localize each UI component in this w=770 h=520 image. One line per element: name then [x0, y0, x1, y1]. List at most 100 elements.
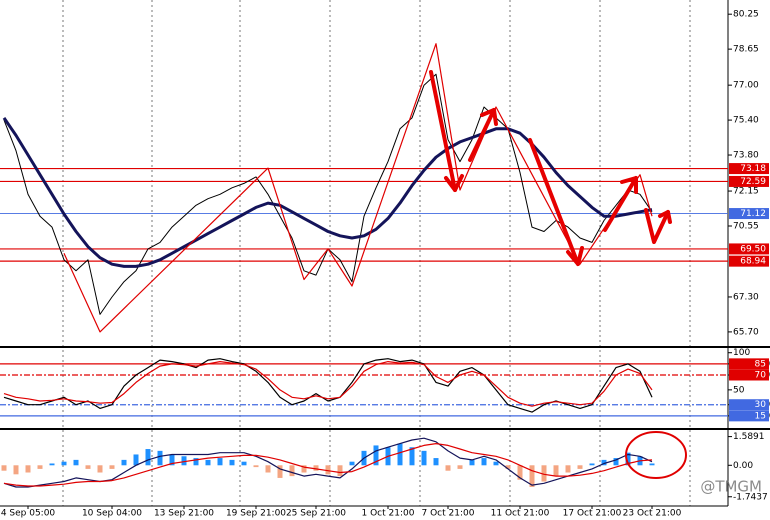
- histogram-bar: [253, 465, 259, 468]
- level-label-box: [729, 175, 769, 187]
- histogram-bar: [241, 461, 247, 466]
- y-tick-label: 77.00: [733, 81, 759, 91]
- histogram-bar: [121, 459, 127, 466]
- arrow-head: [566, 246, 584, 266]
- zigzag-line: [63, 43, 653, 333]
- histogram-bar: [217, 458, 223, 466]
- histogram-bar: [589, 463, 595, 466]
- level-label-box: [729, 399, 769, 411]
- histogram-bar: [481, 458, 487, 466]
- level-label: 85: [755, 359, 766, 369]
- level-label: 69.50: [740, 244, 766, 254]
- histogram-bar: [493, 461, 499, 466]
- histogram-bar: [1, 465, 7, 471]
- series-line: [3, 443, 653, 487]
- histogram-bar: [469, 459, 475, 466]
- y-tick-label: 70.55: [733, 221, 759, 231]
- histogram-bar: [289, 465, 295, 477]
- histogram-bar: [73, 459, 79, 466]
- arrow-head: [620, 176, 638, 194]
- level-label-box: [729, 208, 769, 220]
- level-label: 68.94: [740, 257, 766, 267]
- arrow: [528, 138, 580, 266]
- watermark: @TMGM: [700, 478, 762, 496]
- arrow-head: [444, 174, 464, 192]
- series-line: [2, 117, 653, 268]
- histogram-bar: [625, 452, 631, 466]
- x-tick-label: 7 Oct 21:00: [422, 509, 475, 519]
- histogram-bar: [301, 465, 307, 473]
- y-tick-label: 0.00: [733, 461, 753, 471]
- annotation-arrows: [429, 70, 672, 266]
- histogram-bar: [277, 465, 283, 478]
- histogram-bar: [433, 458, 439, 466]
- y-tick-label: 73.80: [733, 151, 759, 161]
- y-tick-label: 100: [733, 348, 750, 358]
- level-label: 73.18: [740, 164, 766, 174]
- histogram-bar: [409, 447, 415, 466]
- histogram-bar: [265, 465, 271, 473]
- arrow: [468, 108, 496, 162]
- histogram-bar: [97, 465, 103, 473]
- level-label: 70: [755, 371, 767, 381]
- y-tick-label: 75.40: [733, 116, 759, 126]
- histogram-bar: [13, 465, 19, 475]
- histogram-bar: [325, 465, 331, 475]
- time-grid: [62, 0, 691, 506]
- x-tick-label: 17 Oct 21:00: [563, 509, 622, 519]
- x-tick-label: 13 Sep 21:00: [154, 509, 214, 519]
- x-tick-label: 23 Oct 21:00: [623, 509, 682, 519]
- histogram-bar: [109, 465, 115, 469]
- y-tick-label: 1.5891: [733, 432, 765, 442]
- histogram-bar: [61, 461, 67, 466]
- arrow: [480, 108, 498, 126]
- level-label-box: [729, 369, 769, 381]
- level-label: 15: [755, 411, 766, 421]
- histogram-bar: [613, 458, 619, 466]
- x-tick-label: 11 Oct 21:00: [491, 509, 550, 519]
- level-label-box: [729, 410, 769, 422]
- plot: 80.25 78.65 77.00 75.40 73.80 72.15 70.55 67.30…: [0, 10, 770, 519]
- histogram-bar: [49, 463, 55, 466]
- y-tick-label: 65.70: [733, 327, 759, 337]
- level-label-box: [729, 255, 769, 267]
- x-tick-label: 10 Sep 04:00: [82, 509, 142, 519]
- histogram-bar: [169, 454, 175, 466]
- level-label-box: [729, 358, 769, 370]
- level-label-box: [729, 163, 769, 175]
- histogram-bar: [505, 465, 511, 469]
- histogram-bar: [157, 450, 163, 466]
- histogram-bar: [85, 465, 91, 469]
- histogram-bar: [313, 465, 319, 471]
- histogram-bar: [25, 465, 31, 473]
- level-label-box: [729, 243, 769, 255]
- histogram-bar: [577, 465, 583, 469]
- x-tick-label: 25 Sep 21:00: [286, 509, 346, 519]
- level-label: 72.59: [740, 177, 766, 187]
- arrow: [644, 208, 670, 244]
- histogram-bar: [337, 465, 343, 477]
- x-tick-label: 1 Oct 21:00: [362, 509, 415, 519]
- arrow: [603, 176, 638, 232]
- histogram-bar: [421, 450, 427, 466]
- histogram-bar: [445, 465, 451, 471]
- x-tick-label: 19 Sep 21:00: [226, 509, 286, 519]
- histogram-bar: [541, 465, 547, 482]
- histogram-bar: [205, 459, 211, 466]
- y-tick-label: 72.15: [733, 187, 759, 197]
- histogram-bar: [553, 465, 559, 477]
- y-tick-label: 50: [733, 385, 745, 395]
- level-label: 71.12: [740, 209, 766, 219]
- series-line: [3, 437, 653, 488]
- histogram-bar: [133, 454, 139, 466]
- histogram-bar: [229, 459, 235, 466]
- histogram-bar: [349, 461, 355, 466]
- histogram-bar: [373, 445, 379, 466]
- level-label: 30: [755, 400, 767, 410]
- series-line: [3, 361, 653, 407]
- histogram-bar: [145, 449, 151, 466]
- histogram-bar: [193, 458, 199, 466]
- histogram-bar: [397, 443, 403, 466]
